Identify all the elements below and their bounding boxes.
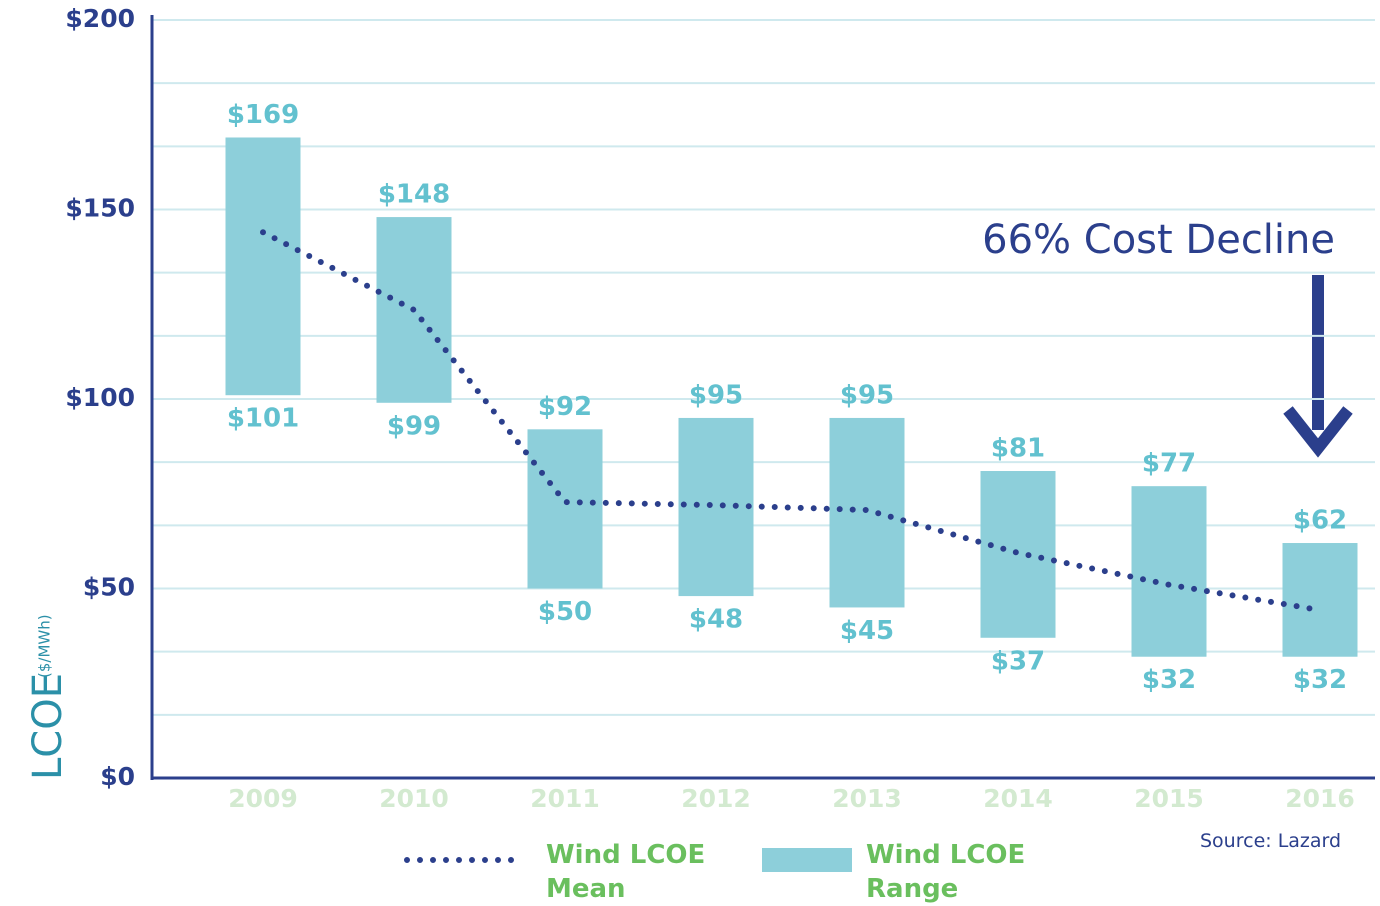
high-label: $81 (991, 434, 1045, 464)
y-tick-label: $0 (100, 762, 135, 791)
low-label: $32 (1293, 665, 1347, 695)
range-bar (1131, 486, 1207, 657)
y-axis-unit: ($/MWh) (36, 614, 54, 678)
range-bar (980, 471, 1056, 638)
mean-line (260, 229, 1323, 614)
low-label: $99 (387, 411, 441, 441)
range-bar (527, 429, 603, 589)
range-bar (1282, 543, 1358, 657)
high-label: $148 (378, 180, 450, 210)
legend-swatch-range (762, 848, 852, 872)
y-tick-label: $150 (65, 194, 135, 223)
annotation: 66% Cost Decline (982, 217, 1335, 263)
low-label: $50 (538, 597, 592, 627)
range-bar (225, 137, 301, 396)
x-tick-label: 2013 (832, 784, 902, 813)
legend-mean: Wind LCOE Mean (546, 840, 706, 904)
source: Source: Lazard (1200, 830, 1342, 852)
x-tick-label: 2009 (228, 784, 298, 813)
y-tick-label: $200 (65, 4, 135, 33)
x-tick-label: 2015 (1134, 784, 1204, 813)
x-tick-label: 2011 (530, 784, 600, 813)
low-label: $48 (689, 605, 743, 635)
x-tick-label: 2014 (983, 784, 1053, 813)
low-label: $37 (991, 646, 1045, 676)
y-tick-label: $50 (83, 573, 135, 602)
x-tick-label: 2012 (681, 784, 751, 813)
x-tick-label: 2010 (379, 784, 449, 813)
range-bar (678, 417, 754, 597)
low-label: $32 (1142, 665, 1196, 695)
x-tick-label: 2016 (1285, 784, 1355, 813)
y-axis-label: LCOE (25, 673, 71, 780)
high-label: $77 (1142, 449, 1196, 479)
legend-range: Wind LCOE Range (866, 840, 1026, 904)
high-label: $62 (1293, 506, 1347, 536)
high-label: $95 (689, 380, 743, 410)
high-label: $92 (538, 392, 592, 422)
y-tick-label: $100 (65, 383, 135, 412)
low-label: $45 (840, 616, 894, 646)
high-label: $169 (227, 100, 299, 130)
high-label: $95 (840, 380, 894, 410)
arrow-head (1283, 406, 1353, 458)
low-label: $101 (227, 404, 299, 434)
